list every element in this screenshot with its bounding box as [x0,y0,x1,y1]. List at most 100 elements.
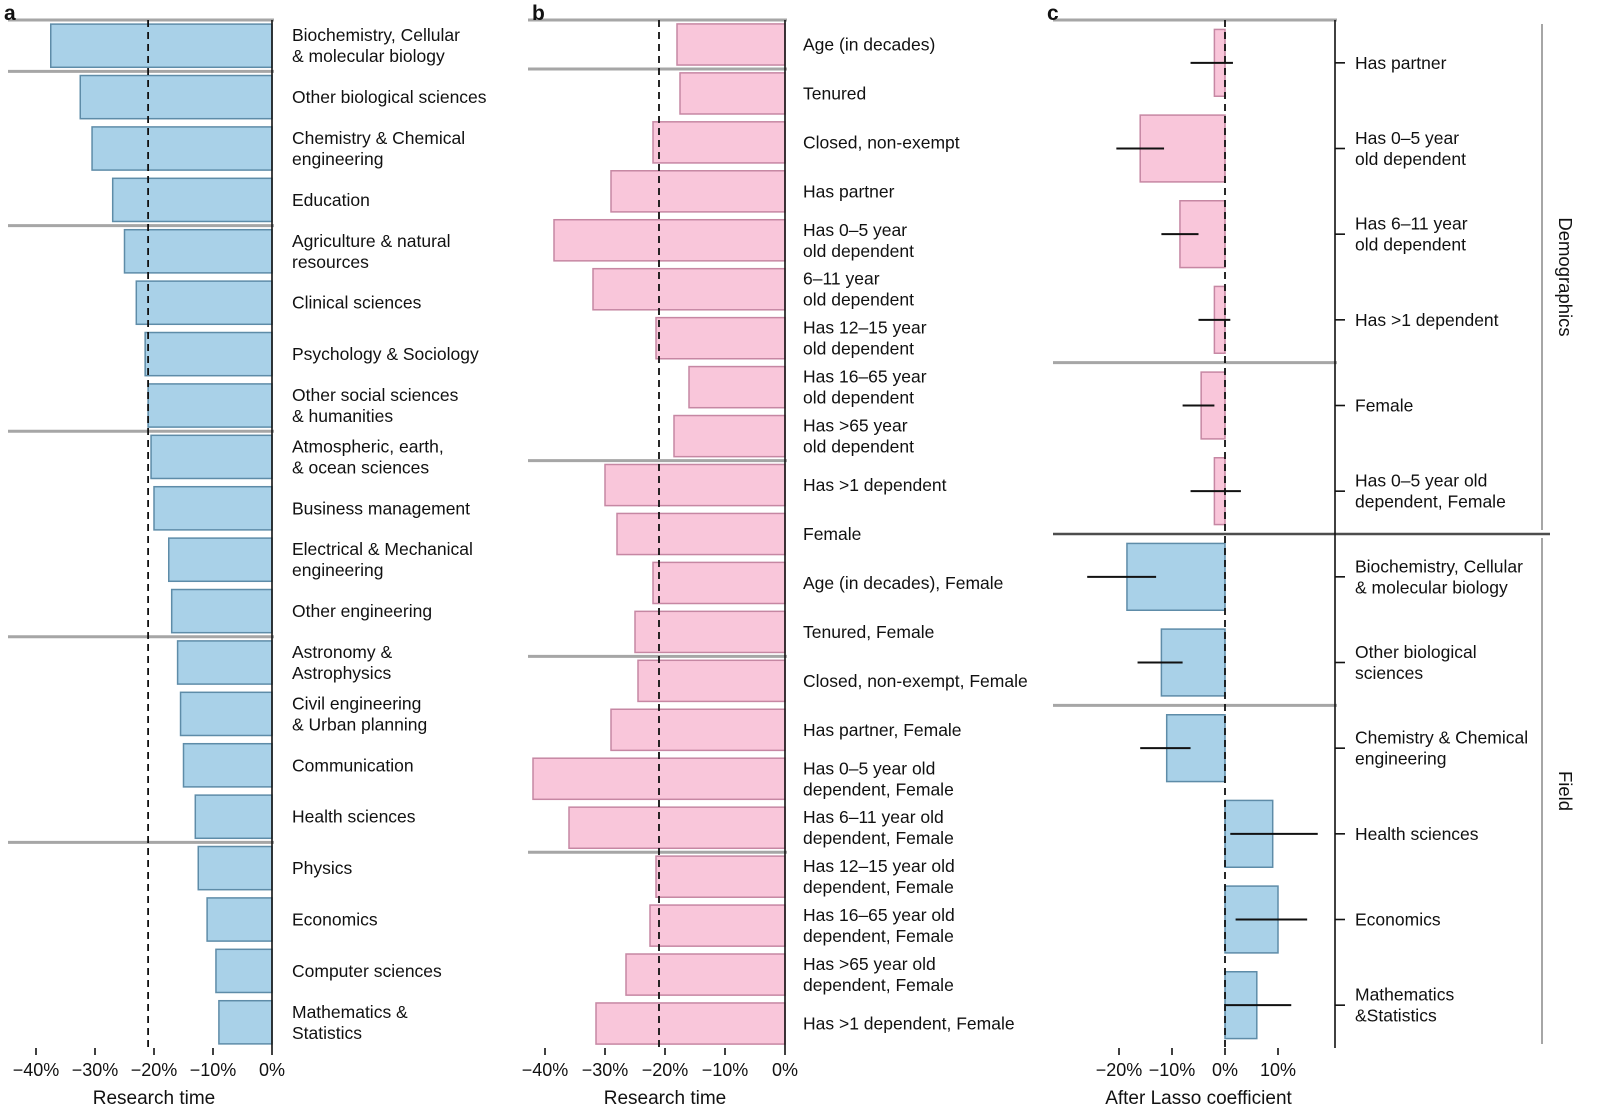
bar [688,365,786,409]
category-label: Has 0–5 year old dependent, Female [803,758,954,799]
category-label: Closed, non-exempt [803,132,960,152]
bar [610,170,786,213]
category-label: Other social sciences & humanities [292,385,459,426]
bar [676,23,786,66]
bar [168,537,273,583]
category-label: Astronomy & Astrophysics [292,642,392,683]
category-label: Clinical sciences [292,293,422,313]
bar [634,610,786,654]
bar [123,228,273,274]
category-label: Has 12–15 year old dependent [803,318,927,359]
category-label: Other biological sciences [292,87,487,107]
category-label: Agriculture & natural resources [292,231,451,272]
category-label: Closed, non-exempt, Female [803,671,1028,691]
category-label: Business management [292,498,470,518]
category-label: Atmospheric, earth, & ocean sciences [292,436,444,477]
bar [144,331,273,377]
category-label: Health sciences [292,807,416,827]
category-label: Has >65 year old dependent [803,416,914,457]
bar [637,659,786,703]
x-tick-label: −20% [1096,1060,1143,1080]
category-label: Economics [1355,910,1441,930]
category-label: Electrical & Mechanical engineering [292,539,473,580]
panel-letter-c: c [1047,2,1059,25]
x-tick-label: 10% [1260,1060,1296,1080]
bar [176,640,273,685]
category-label: Biochemistry, Cellular & molecular biolog… [1355,556,1523,597]
category-label: Health sciences [1355,824,1479,844]
panel-a-chart: Biochemistry, Cellular & molecular biolog… [8,18,487,1109]
category-label: Female [1355,396,1413,416]
x-tick-label: 0% [259,1060,285,1080]
panel-c-chart: Has partner Has 0–5 year old dependent Has … [1053,18,1576,1109]
x-axis-label: Research time [604,1088,727,1109]
bar [111,177,273,223]
category-label: Has 0–5 year old dependent [1355,128,1466,169]
bar [649,904,786,947]
category-label: Has partner, Female [803,720,962,740]
bar [655,855,786,898]
bar [194,794,273,840]
category-label: Economics [292,910,378,930]
x-tick-label: −30% [72,1060,119,1080]
category-label: Chemistry & Chemical engineering [1355,728,1528,769]
bar [147,383,273,428]
panel-a: a Biochemistry, Cellular & molecular biol… [0,0,515,1120]
bar [652,561,786,605]
category-label: Has 0–5 year old dependent, Female [1355,471,1506,512]
category-label: Tenured, Female [803,622,934,642]
bar [673,414,786,458]
bar [604,463,786,507]
category-label: Chemistry & Chemical engineering [292,128,465,169]
x-axis-label: After Lasso coefficient [1105,1088,1292,1109]
bar [170,588,273,634]
category-label: Has partner [803,181,895,201]
bar [197,845,273,891]
bar [616,512,786,556]
bar [79,74,273,120]
bar [135,280,273,326]
category-label: Has >65 year old dependent, Female [803,954,954,995]
category-label: Psychology & Sociology [292,344,479,364]
bar [150,434,273,480]
category-label: Mathematics &Statistics [1355,985,1454,1026]
x-tick-label: −20% [642,1060,689,1080]
category-label: Has 12–15 year old dependent, Female [803,856,955,897]
category-label: Has >1 dependent [803,475,947,495]
bar [610,708,786,752]
category-label: Mathematics & Statistics [292,1002,408,1043]
bar [625,953,786,996]
category-label: Communication [292,755,414,775]
category-label: Has >1 dependent, Female [803,1014,1015,1034]
category-label: Age (in decades), Female [803,573,1003,593]
category-label: Has 6–11 year old dependent, Female [803,807,954,848]
category-label: Age (in decades) [803,34,935,54]
x-tick-label: −10% [1149,1060,1196,1080]
panel-b-chart: Age (in decades) Tenured Closed, non-exemp… [522,18,1028,1109]
x-tick-label: −10% [190,1060,237,1080]
category-label: Education [292,190,370,210]
panel-b: b Age (in decades) Tenured Closed, non-exe… [520,0,1045,1120]
category-label: Other biological sciences [1355,642,1477,683]
bar [595,1002,786,1045]
x-tick-label: 0% [772,1060,798,1080]
category-label: Physics [292,858,353,878]
bar [218,999,273,1045]
bar [182,742,273,788]
bar [655,316,786,360]
x-tick-label: −10% [702,1060,749,1080]
bar [568,806,786,850]
x-tick-label: −30% [582,1060,629,1080]
category-label: Has 6–11 year old dependent [1355,214,1468,255]
category-label: Has >1 dependent [1355,310,1499,330]
x-tick-label: −20% [131,1060,178,1080]
bar [679,72,786,115]
category-label: Female [803,524,861,544]
bar [553,218,786,262]
group-label: Field [1555,771,1576,811]
category-label: Other engineering [292,601,432,621]
bar [91,126,273,171]
bar [153,485,273,531]
category-label: Has 0–5 year old dependent [803,220,914,261]
